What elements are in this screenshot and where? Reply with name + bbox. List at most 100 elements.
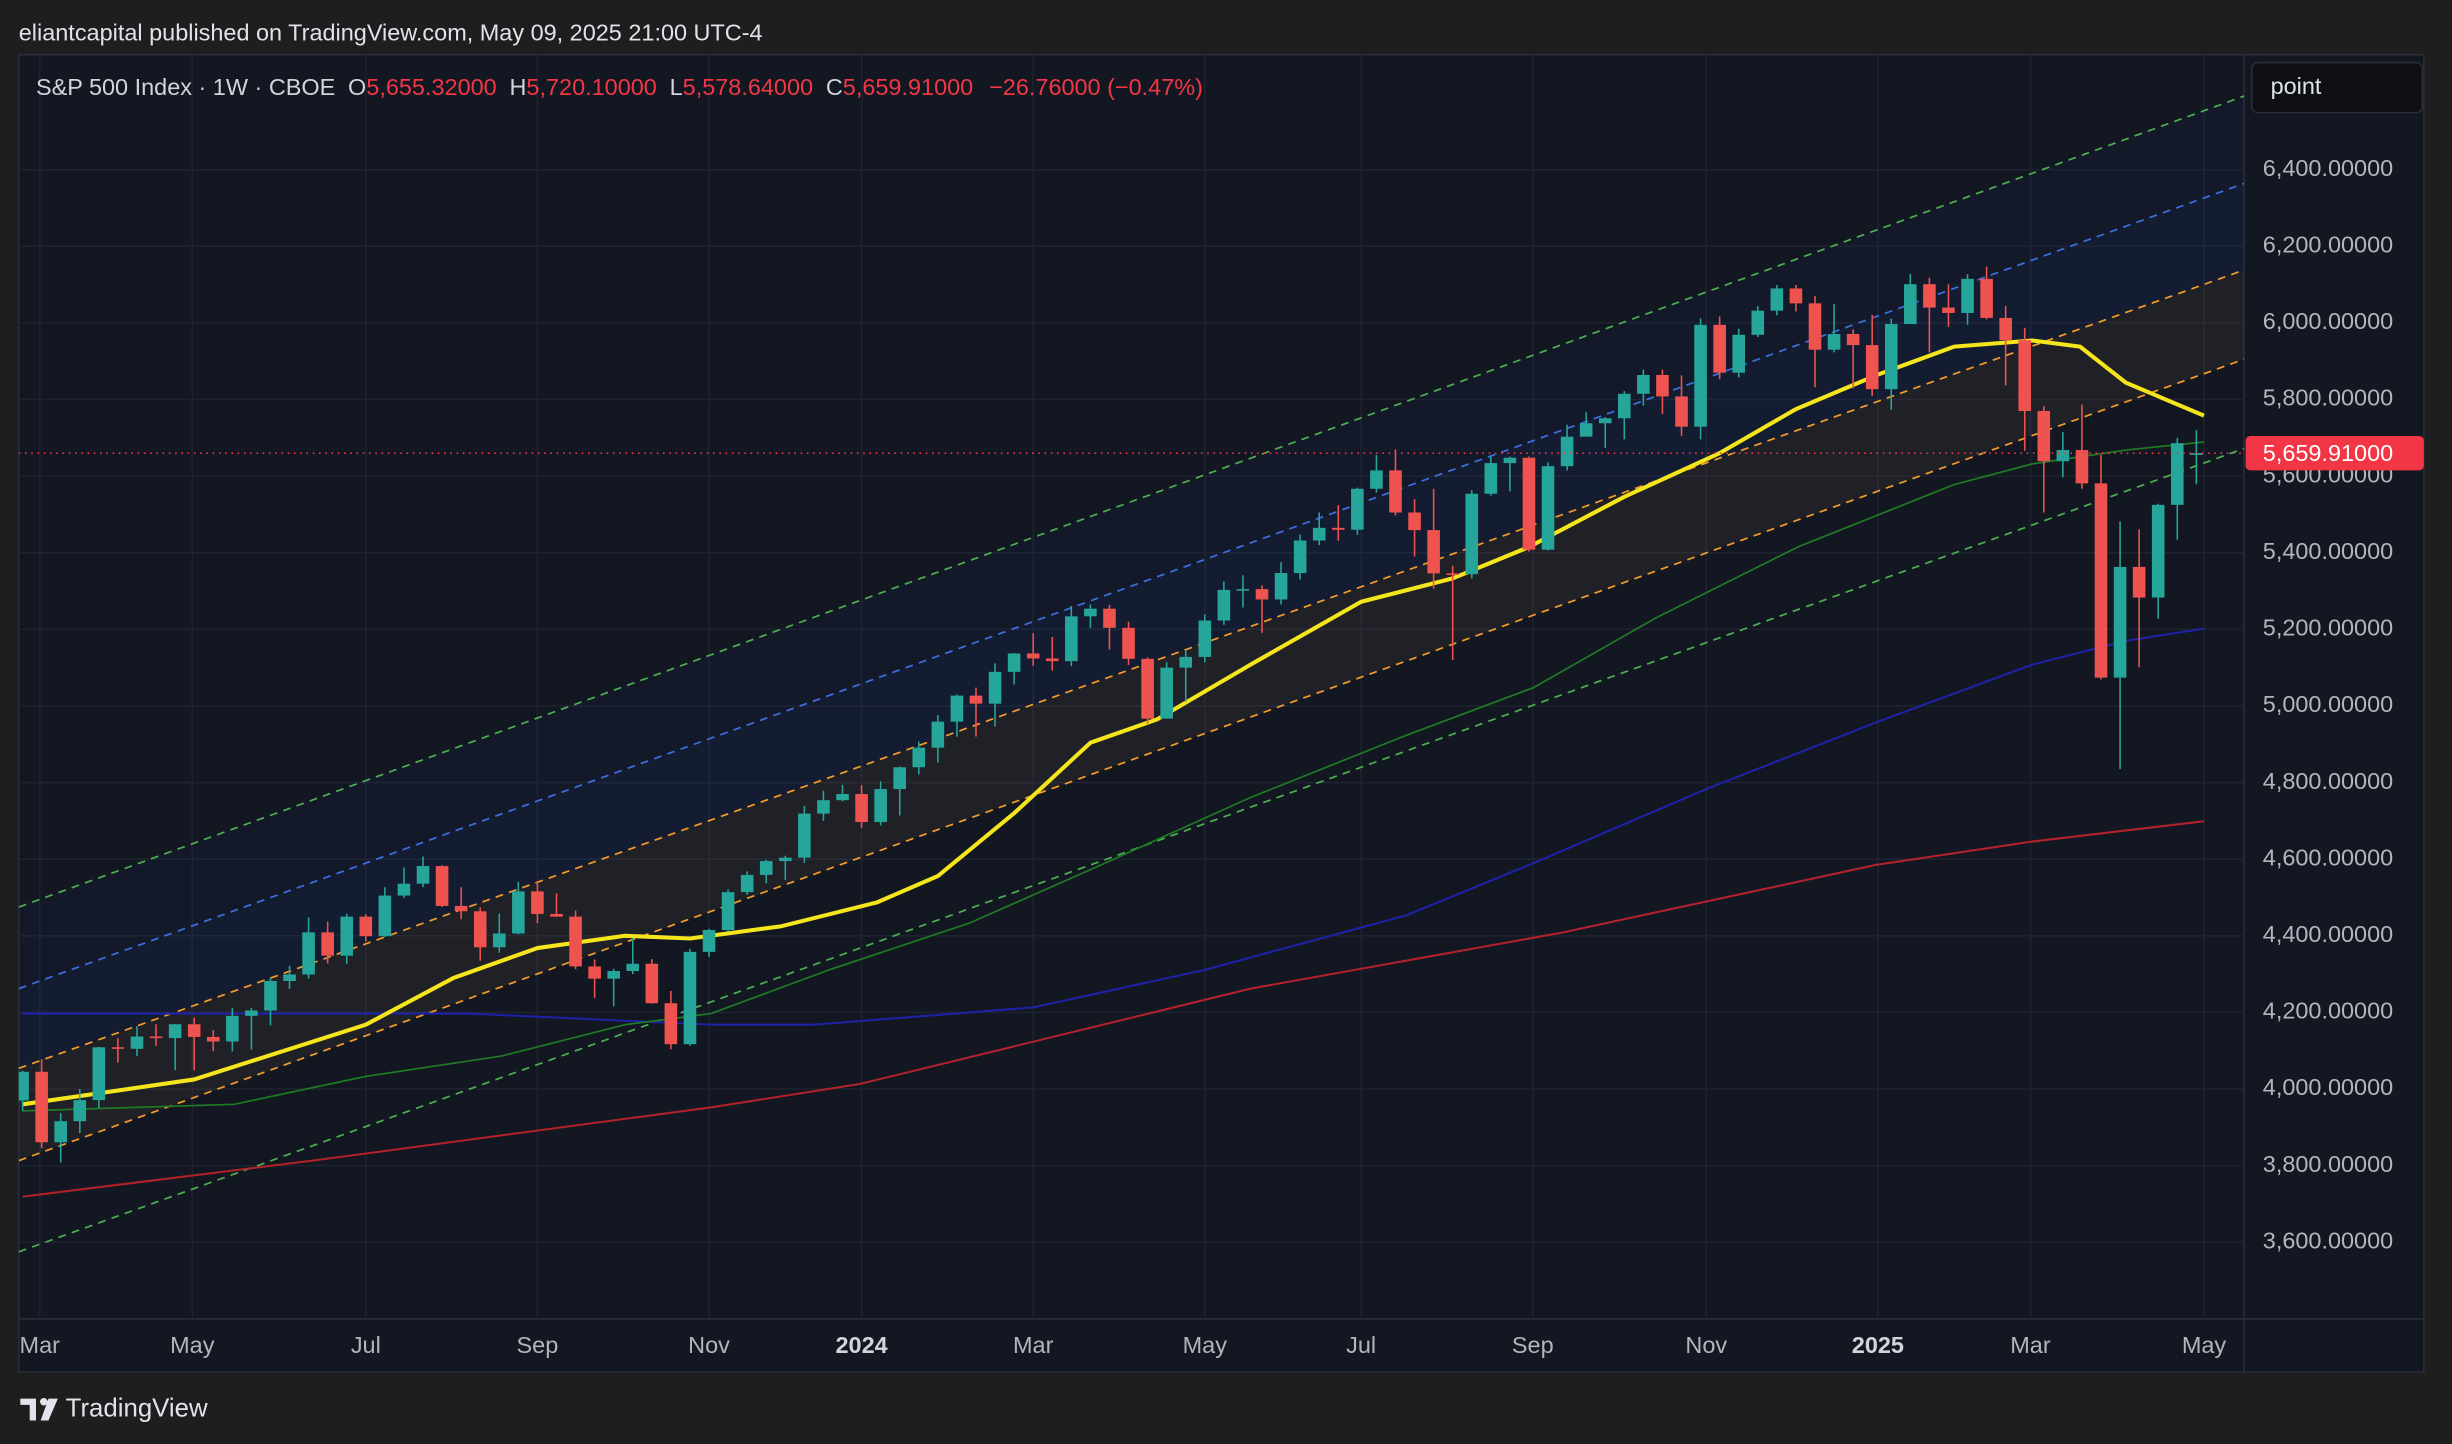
- x-tick-label: Mar: [2010, 1332, 2051, 1358]
- candle-body: [645, 963, 659, 1004]
- axes: 3,600.00000 3,800.00000 4,000.00000 4,200.0…: [20, 155, 2424, 1358]
- candle-body: [1484, 463, 1498, 494]
- candle-body: [1293, 540, 1307, 574]
- candle-body: [1732, 334, 1746, 373]
- candle-body: [378, 895, 392, 937]
- candle-body: [1675, 396, 1688, 427]
- candle-body: [1084, 608, 1097, 617]
- close-key: C: [826, 74, 843, 100]
- candle-body: [18, 1071, 29, 1101]
- candle-body: [1789, 288, 1803, 304]
- candle-body: [531, 891, 544, 914]
- x-tick-label: May: [2182, 1332, 2227, 1358]
- point-button[interactable]: point: [2251, 61, 2424, 114]
- low-key: L: [670, 74, 683, 100]
- candle-body: [1370, 470, 1383, 489]
- open-key: O: [348, 74, 366, 100]
- candle-body: [664, 1003, 678, 1045]
- candle-body: [779, 857, 792, 862]
- candle-body: [988, 671, 1002, 704]
- candle-body: [1751, 310, 1765, 335]
- candle-body: [893, 767, 907, 790]
- candle-body: [1560, 436, 1574, 467]
- x-tick-label: Sep: [1512, 1332, 1554, 1358]
- candle-body: [1274, 573, 1288, 600]
- candle-body: [1579, 423, 1593, 437]
- candle-body: [550, 913, 563, 917]
- candle-body: [130, 1036, 144, 1049]
- candle-body: [1026, 653, 1040, 659]
- candle-body: [1503, 457, 1517, 464]
- candle-body: [111, 1047, 125, 1049]
- candle-body: [817, 800, 830, 814]
- candle-body: [702, 930, 716, 952]
- y-tick-label: 6,400.00000: [2263, 155, 2393, 181]
- y-tick-label: 6,200.00000: [2263, 231, 2393, 257]
- chart-panel: [17, 53, 2425, 1373]
- candle-body: [1122, 627, 1135, 659]
- candle-body: [1065, 616, 1078, 662]
- moving-average: [22, 441, 2205, 1112]
- button-box[interactable]: [2251, 61, 2424, 114]
- logo-slash: [40, 1398, 58, 1421]
- candle-body: [226, 1015, 239, 1042]
- x-tick-label: 2025: [1852, 1332, 1904, 1358]
- candle-body: [569, 916, 582, 967]
- candle-body: [321, 932, 334, 956]
- candle-body: [492, 933, 506, 948]
- candle-body: [740, 874, 754, 893]
- low-value: 5,578.64000: [683, 74, 813, 100]
- x-tick-label: May: [1183, 1332, 1228, 1358]
- candle-body: [2056, 450, 2070, 462]
- candle-body: [1198, 620, 1212, 657]
- change-value: −26.76000 (−0.47%): [989, 74, 1203, 100]
- candle-body: [512, 891, 525, 934]
- candle-body: [206, 1036, 220, 1042]
- candle-body: [1351, 488, 1364, 530]
- candle-body: [683, 951, 697, 1045]
- candle-body: [1999, 317, 2012, 341]
- candle-body: [2170, 443, 2184, 505]
- candle-body: [454, 905, 468, 912]
- candle-body: [1980, 278, 1993, 318]
- button-label[interactable]: point: [2271, 73, 2322, 99]
- candle-body: [1541, 466, 1555, 550]
- candle-body: [1942, 307, 1955, 313]
- candle-body: [1408, 512, 1421, 531]
- candle-body: [168, 1024, 182, 1039]
- candle-body: [588, 966, 601, 979]
- candle-body: [2075, 450, 2089, 484]
- brand-logo: TradingView: [20, 1394, 208, 1422]
- y-tick-label: 5,800.00000: [2263, 385, 2393, 411]
- candle-body: [1923, 284, 1936, 308]
- candle-body: [950, 695, 964, 722]
- candle-body: [1160, 667, 1173, 719]
- high-value: 5,720.10000: [526, 74, 656, 100]
- candle-body: [931, 721, 945, 748]
- candle-body: [1884, 324, 1898, 390]
- candle-body: [1865, 345, 1879, 390]
- x-tick-label: Jul: [351, 1332, 381, 1358]
- candle-body: [855, 794, 868, 823]
- y-tick-label: 4,000.00000: [2263, 1074, 2393, 1100]
- candle-body: [149, 1036, 163, 1039]
- candle-body: [1141, 658, 1154, 719]
- symbol: S&P 500 Index · 1W · CBOE: [36, 74, 335, 100]
- y-tick-label: 5,400.00000: [2263, 538, 2393, 564]
- y-tick-label: 5,000.00000: [2263, 691, 2393, 717]
- candle-body: [35, 1071, 48, 1143]
- brand: TradingView: [66, 1394, 208, 1422]
- candle-body: [2037, 410, 2051, 462]
- channel-line: [18, 358, 2245, 1162]
- candle-body: [264, 980, 277, 1011]
- candle-body: [1427, 530, 1440, 574]
- publisher: eliantcapital published on TradingView.c…: [19, 20, 763, 46]
- moving-average: [22, 820, 2205, 1198]
- candle-body: [1637, 374, 1650, 394]
- candle-body: [283, 974, 296, 981]
- x-tick-label: Mar: [20, 1332, 61, 1358]
- candle-body: [798, 813, 811, 858]
- candle-body: [1827, 334, 1841, 350]
- y-tick-label: 4,400.00000: [2263, 921, 2393, 947]
